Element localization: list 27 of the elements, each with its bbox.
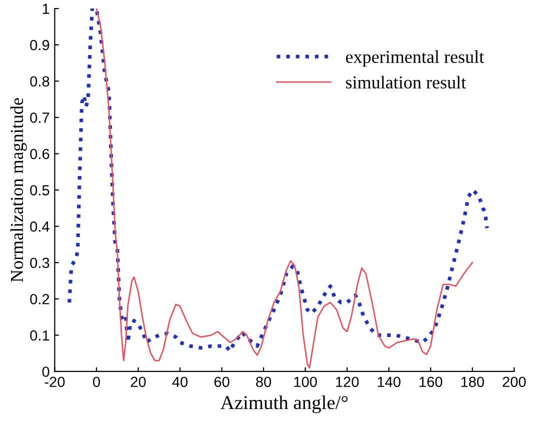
y-tick-label: 0.4 bbox=[30, 221, 50, 232]
y-axis-title: Normalization magnitude bbox=[10, 98, 27, 282]
x-axis-title: Azimuth angle/° bbox=[220, 396, 348, 414]
x-tick-label: 40 bbox=[172, 376, 188, 388]
y-tick-label: 0.8 bbox=[30, 76, 50, 87]
y-tick-label: 1 bbox=[42, 4, 50, 14]
y-tick-label: 0.1 bbox=[30, 330, 50, 341]
x-tick-label: 120 bbox=[336, 376, 359, 388]
x-tick-label: 140 bbox=[378, 376, 400, 388]
x-tick-label: 0 bbox=[92, 376, 100, 388]
y-tick-label: 0.5 bbox=[30, 185, 50, 196]
y-tick-label: 0.3 bbox=[30, 258, 50, 268]
x-tick-label: 60 bbox=[214, 376, 230, 388]
y-tick-label: 0.6 bbox=[30, 148, 50, 160]
x-tick-label: 160 bbox=[420, 376, 442, 388]
x-tick-label: -20 bbox=[44, 376, 65, 388]
x-tick-label: 100 bbox=[294, 376, 317, 388]
legend-label: simulation result bbox=[346, 76, 466, 89]
x-tick-label: 200 bbox=[502, 376, 526, 388]
legend-label: experimental result bbox=[346, 50, 484, 67]
x-tick-label: 80 bbox=[256, 376, 272, 388]
y-tick-label: 0 bbox=[42, 366, 50, 377]
y-tick-label: 0.2 bbox=[30, 294, 50, 304]
x-tick-label: 20 bbox=[130, 376, 146, 388]
y-tick-label: 0.7 bbox=[30, 112, 50, 123]
x-tick-label: 180 bbox=[461, 376, 484, 388]
y-tick-label: 0.9 bbox=[30, 40, 50, 50]
